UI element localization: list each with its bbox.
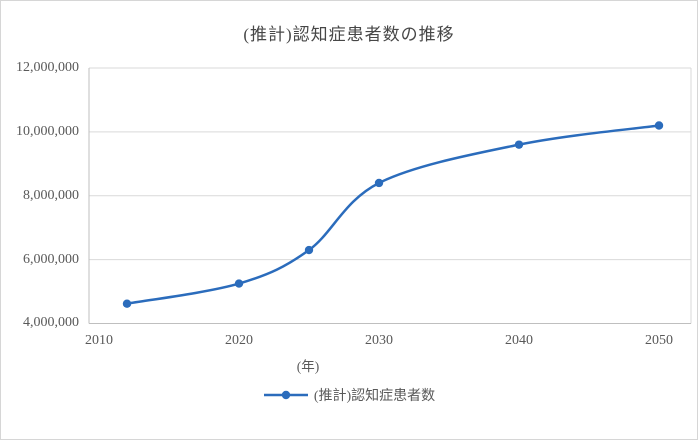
x-axis-tick-label: 2050 [645,333,673,348]
legend-line-marker-icon [263,390,308,400]
legend: (推計)認知症患者数 [1,385,697,405]
data-point-marker [514,140,524,149]
data-point-marker [304,245,314,255]
x-axis-tick-label: 2040 [505,333,533,348]
data-point-marker [374,178,384,188]
data-point-marker [234,279,244,288]
chart-title: (推計)認知症患者数の推移 [243,25,455,44]
y-axis-tick-label: 6,000,000 [23,252,79,267]
series-line [125,124,661,305]
data-point-marker [654,121,664,130]
y-axis-tick-label: 10,000,000 [16,124,79,139]
x-axis-tick-label: 2020 [225,333,253,348]
y-axis-tick-label: 8,000,000 [23,188,79,203]
y-axis-tick-label: 12,000,000 [16,60,79,75]
x-axis-tick-label: 2030 [365,333,393,348]
legend-label: (推計)認知症患者数 [313,389,436,404]
data-point-marker [122,299,132,308]
x-axis-tick-label: 2010 [85,333,113,348]
x-axis-title: (年) [296,359,320,374]
y-axis-tick-label: 4,000,000 [23,315,79,330]
